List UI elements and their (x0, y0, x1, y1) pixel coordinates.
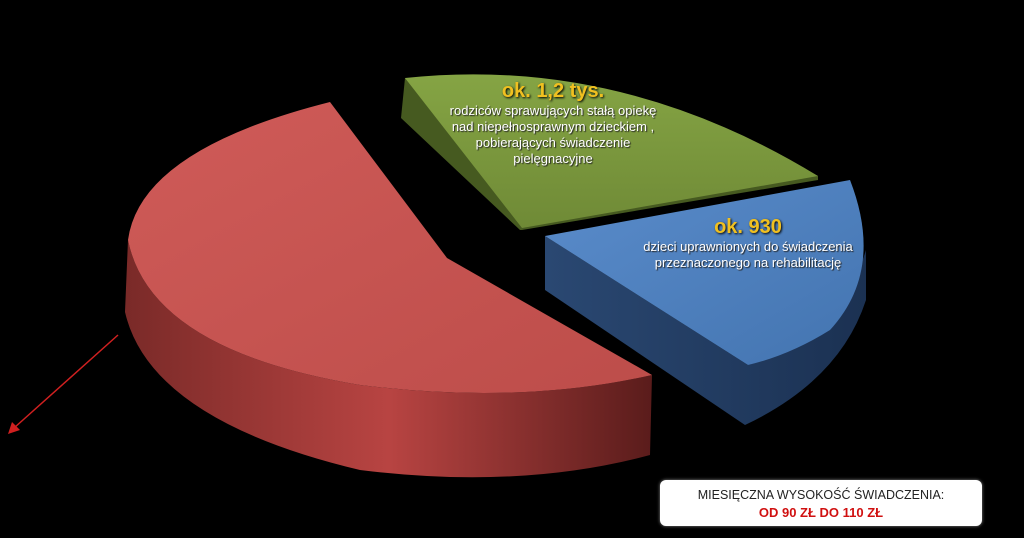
slice-description-green: rodziców sprawujących stałą opiekę nad n… (449, 103, 657, 166)
slice-value-blue: ok. 930 (714, 216, 782, 238)
info-box-title: MIESIĘCZNA WYSOKOŚĆ ŚWIADCZENIA: (697, 488, 945, 502)
pie-slice-red (125, 102, 652, 478)
pie-slice-green (401, 74, 818, 230)
slice-label-blue: ok. 930 dzieci uprawnionych do świadczen… (628, 216, 868, 271)
slice-value-green: ok. 1,2 tys. (501, 80, 605, 102)
info-box: MIESIĘCZNA WYSOKOŚĆ ŚWIADCZENIA: OD 90 Z… (660, 480, 982, 526)
slice-description-blue: dzieci uprawnionych do świadczenia przez… (643, 239, 853, 270)
arrow (8, 334, 119, 434)
info-box-amount: OD 90 ZŁ DO 110 ZŁ (758, 505, 884, 520)
slice-label-green: ok. 1,2 tys. rodziców sprawujących stałą… (438, 80, 668, 167)
pie-slice-blue (545, 180, 866, 425)
